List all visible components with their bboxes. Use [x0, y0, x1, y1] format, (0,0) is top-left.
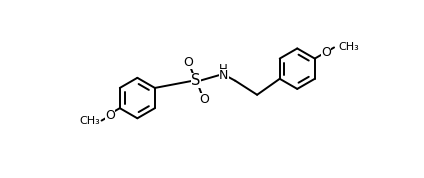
Text: CH₃: CH₃	[79, 116, 100, 126]
Text: O: O	[183, 56, 193, 69]
Text: O: O	[199, 93, 209, 106]
Text: S: S	[191, 73, 201, 88]
Text: H: H	[219, 63, 228, 76]
Text: O: O	[105, 109, 115, 122]
Text: O: O	[321, 46, 331, 59]
Text: N: N	[219, 69, 229, 82]
Text: CH₃: CH₃	[338, 43, 359, 53]
